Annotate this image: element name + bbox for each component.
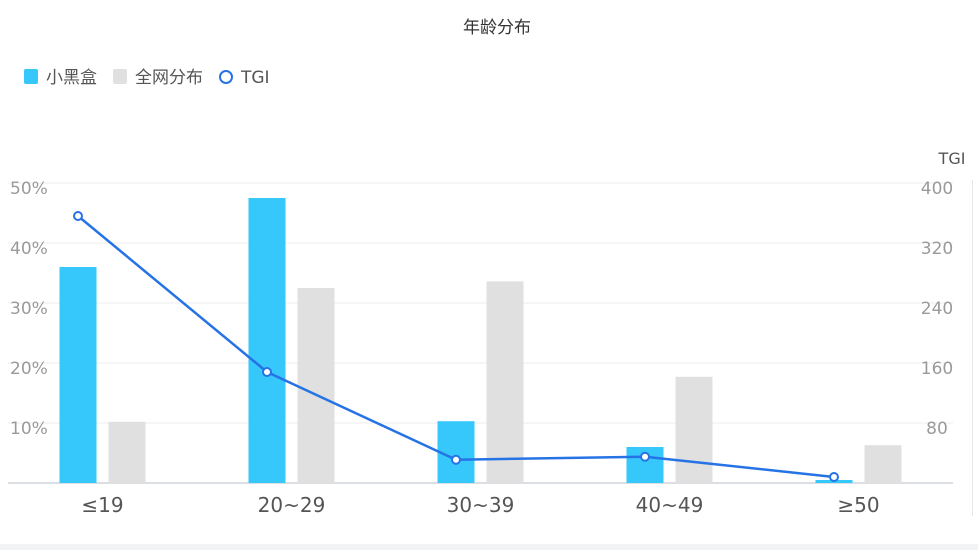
x-ticks: ≤19 20~29 30~39 40~49 ≥50 bbox=[81, 493, 879, 517]
tgi-point bbox=[829, 472, 839, 482]
y-left-tick-label: 20% bbox=[10, 359, 48, 379]
tgi-point bbox=[451, 454, 461, 465]
tgi-point bbox=[262, 367, 272, 377]
bars bbox=[59, 198, 902, 483]
x-tick-label: 40~49 bbox=[636, 493, 704, 517]
y-left-tick-label: 30% bbox=[10, 299, 48, 319]
y-left-tick-label: 50% bbox=[10, 179, 48, 199]
bar-network bbox=[864, 445, 902, 483]
y-right-tick-label: 240 bbox=[921, 299, 953, 319]
y-left-tick-label: 40% bbox=[10, 239, 48, 259]
x-tick-label: 20~29 bbox=[258, 493, 326, 517]
legend-label: 全网分布 bbox=[135, 68, 203, 88]
tgi-point bbox=[640, 451, 650, 462]
bar-network bbox=[486, 281, 524, 483]
y-right-tick-label: 320 bbox=[921, 239, 953, 259]
y-right-tick-label: 400 bbox=[921, 179, 953, 199]
y-right-tick-label: 80 bbox=[926, 419, 948, 439]
legend-label: 小黑盒 bbox=[46, 68, 97, 88]
bottom-strip bbox=[0, 544, 978, 550]
y-left-ticks: 50% 40% 30% 20% 10% bbox=[10, 179, 48, 439]
legend-item: 全网分布 bbox=[113, 68, 203, 88]
legend-swatch bbox=[24, 69, 38, 84]
bar-xiaoheihe bbox=[59, 267, 97, 483]
tgi-line-group bbox=[73, 211, 839, 482]
y-right-tick-label: 160 bbox=[921, 359, 953, 379]
x-tick-label: 30~39 bbox=[447, 493, 515, 517]
tgi-point bbox=[73, 211, 83, 221]
bar-network bbox=[108, 421, 146, 483]
bar-xiaoheihe bbox=[248, 198, 286, 483]
grid bbox=[8, 182, 953, 484]
legend-swatch bbox=[113, 69, 127, 84]
bar-network bbox=[675, 376, 713, 483]
y-left-tick-label: 10% bbox=[10, 419, 48, 439]
bar-network bbox=[297, 288, 335, 483]
y-right-ticks: 400 320 240 160 80 bbox=[921, 179, 953, 439]
x-tick-label: ≥50 bbox=[837, 493, 879, 517]
legend-item: TGI bbox=[219, 68, 270, 88]
legend-item: 小黑盒 bbox=[24, 68, 97, 88]
right-axis-label: TGI bbox=[938, 149, 966, 168]
legend-line-marker bbox=[219, 70, 233, 84]
legend-label: TGI bbox=[240, 68, 270, 88]
legend: 小黑盒 全网分布 TGI bbox=[24, 68, 270, 88]
bar-xiaoheihe bbox=[437, 421, 475, 483]
plot-right-edge bbox=[972, 180, 973, 516]
x-tick-label: ≤19 bbox=[81, 493, 123, 517]
chart-title: 年龄分布 bbox=[463, 18, 531, 38]
